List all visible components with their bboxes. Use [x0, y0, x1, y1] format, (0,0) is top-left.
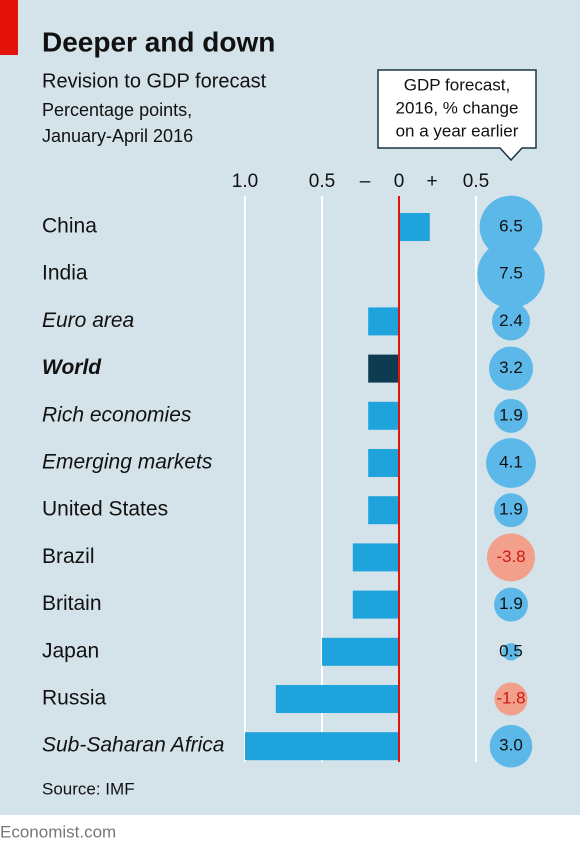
category-label: United States: [42, 498, 168, 521]
bubble-label: -3.8: [496, 547, 525, 566]
bubble: [486, 438, 536, 488]
chart-title: Deeper and down: [42, 26, 275, 57]
footer-band: [0, 815, 580, 852]
source: Source: IMF: [42, 779, 135, 798]
bubble: [494, 493, 528, 528]
category-label: Sub-Saharan Africa: [42, 734, 225, 757]
callout-text: GDP forecast,: [404, 75, 510, 94]
category-label: Japan: [42, 639, 99, 662]
category-label: India: [42, 262, 88, 285]
bubble: [487, 533, 535, 582]
bar: [368, 401, 399, 430]
bubble-label: 0.5: [499, 641, 523, 660]
sign-label: –: [360, 171, 371, 192]
red-tag: [0, 0, 18, 55]
sign-label: +: [426, 171, 437, 192]
category-label: Rich economies: [42, 403, 192, 426]
bar: [322, 637, 399, 666]
bubble-label: -1.8: [496, 688, 525, 707]
bubble: [479, 195, 543, 259]
bar: [352, 590, 399, 619]
x-tick-label: 0: [394, 171, 405, 192]
x-tick-label: 1.0: [232, 171, 258, 192]
bar: [245, 732, 399, 761]
bubble: [491, 302, 531, 341]
bar: [399, 213, 430, 241]
axis-label: Percentage points,: [42, 100, 192, 120]
category-label: World: [42, 356, 102, 379]
bar: [352, 543, 399, 572]
bubble: [494, 398, 528, 433]
bar: [368, 307, 399, 336]
bar: [368, 354, 399, 383]
bubble-label: 7.5: [499, 264, 523, 283]
footer: Economist.com: [0, 822, 116, 841]
category-label: Russia: [42, 687, 107, 710]
bubble: [488, 346, 534, 391]
bubble-label: 1.9: [499, 405, 523, 424]
bar: [368, 449, 399, 477]
bar: [275, 685, 399, 713]
category-label: China: [42, 215, 97, 238]
bubble: [494, 682, 528, 716]
bubble-label: 2.4: [499, 311, 523, 330]
x-tick-label: 0.5: [463, 171, 489, 192]
category-label: Britain: [42, 592, 102, 615]
bubble: [502, 643, 520, 661]
x-tick-label: 0.5: [309, 171, 335, 192]
bubble-label: 1.9: [499, 594, 523, 613]
bubble-label: 3.2: [499, 358, 523, 377]
callout-text: 2016, % change: [396, 98, 519, 117]
callout-text: on a year earlier: [396, 121, 519, 140]
bubble: [489, 724, 533, 768]
bubble-label: 3.0: [499, 736, 523, 755]
callout-box: [377, 69, 537, 162]
category-label: Brazil: [42, 545, 95, 568]
category-label: Emerging markets: [42, 451, 213, 474]
chart-subtitle: Revision to GDP forecast: [42, 70, 267, 92]
bar: [368, 496, 399, 525]
axis-label: January-April 2016: [42, 126, 193, 146]
bubble-label: 1.9: [499, 500, 523, 519]
bubble-label: 4.1: [499, 452, 523, 471]
bubble: [477, 240, 545, 308]
category-label: Euro area: [42, 309, 134, 332]
bubble-label: 6.5: [499, 216, 523, 235]
bubble: [494, 587, 528, 622]
